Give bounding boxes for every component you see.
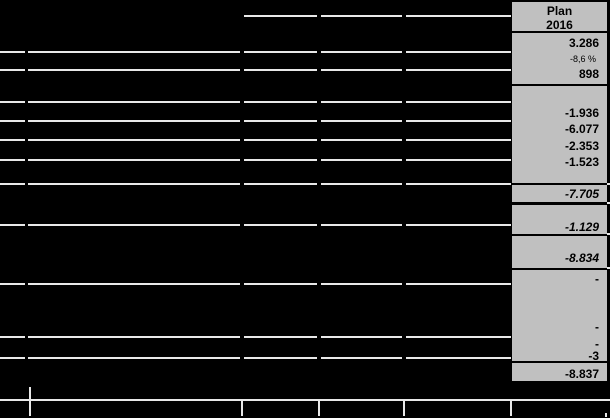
row-line-segment — [406, 183, 511, 185]
plan-value-cell: -1.129 — [564, 220, 599, 234]
plan-column-header: Plan 2016 — [512, 2, 607, 33]
row-line-segment — [321, 139, 402, 141]
grey-row-border — [512, 234, 607, 236]
grey-row-border — [512, 361, 607, 363]
row-line-segment — [321, 101, 402, 103]
row-line-segment — [406, 101, 511, 103]
row-line-segment — [28, 101, 240, 103]
grey-row-border — [512, 84, 607, 86]
plan-value-cell: -7.705 — [564, 187, 599, 201]
row-line-segment — [244, 120, 317, 122]
plan-value-cell: 3.286 — [568, 36, 599, 50]
axis-tick — [510, 401, 512, 416]
row-line-segment — [607, 202, 610, 204]
row-line-segment — [321, 15, 402, 17]
row-line-segment — [321, 51, 402, 53]
row-line-segment — [244, 183, 317, 185]
plan-2016-column: Plan 2016 3.286 -8,6 % 898 -1.936 -6.077… — [512, 2, 607, 383]
row-line-segment — [0, 69, 25, 71]
grey-row-border — [512, 202, 607, 205]
row-line-segment — [244, 283, 317, 285]
row-line-segment — [0, 120, 25, 122]
axis-tick — [403, 401, 405, 416]
row-line-segment — [406, 139, 511, 141]
row-line-segment — [406, 336, 511, 338]
row-line-segment — [244, 357, 317, 359]
row-line-segment — [607, 183, 610, 185]
row-line-segment — [406, 15, 511, 17]
grey-row-border — [512, 183, 607, 185]
row-line-segment — [0, 224, 25, 226]
row-line-segment — [28, 224, 240, 226]
row-line-segment — [28, 69, 240, 71]
row-line-segment — [321, 159, 402, 161]
row-line-segment — [244, 15, 317, 17]
row-line-segment — [0, 336, 25, 338]
row-line-segment — [0, 357, 25, 359]
row-line-segment — [406, 357, 511, 359]
row-line-segment — [0, 139, 25, 141]
row-line-segment — [607, 267, 610, 269]
plan-value-cell: - — [595, 272, 599, 286]
row-line-segment — [28, 159, 240, 161]
axis-tick — [318, 401, 320, 416]
row-line-segment — [0, 399, 610, 401]
axis-tick — [241, 401, 243, 416]
grey-row-border — [512, 268, 607, 270]
row-line-segment — [406, 224, 511, 226]
row-line-segment — [244, 51, 317, 53]
row-line-segment — [321, 224, 402, 226]
row-line-segment — [28, 120, 240, 122]
plan-value-cell: -1.936 — [564, 106, 599, 120]
row-line-segment — [244, 224, 317, 226]
row-line-segment — [28, 51, 240, 53]
row-line-segment — [321, 69, 402, 71]
row-line-segment — [406, 120, 511, 122]
row-line-segment — [0, 159, 25, 161]
row-line-segment — [0, 183, 25, 185]
plan-value-cell: -2.353 — [564, 139, 599, 153]
row-line-segment — [406, 159, 511, 161]
row-line-segment — [406, 283, 511, 285]
plan-value-cell: 898 — [578, 67, 599, 81]
plan-value-cell: -8.834 — [564, 251, 599, 265]
row-line-segment — [28, 139, 240, 141]
row-line-segment — [0, 101, 25, 103]
plan-value-cell: -8.837 — [564, 367, 599, 381]
row-line-segment — [406, 69, 511, 71]
row-line-segment — [0, 51, 25, 53]
plan-value-cell: - — [595, 337, 599, 351]
row-line-segment — [607, 233, 610, 235]
row-line-segment — [244, 159, 317, 161]
plan-value-cell: -8,6 % — [569, 54, 596, 64]
row-line-segment — [244, 139, 317, 141]
plan-header-line1: Plan — [546, 4, 573, 18]
plan-value-cell: - — [595, 320, 599, 334]
row-line-segment — [28, 283, 240, 285]
row-line-segment — [28, 183, 240, 185]
row-line-segment — [244, 69, 317, 71]
plan-header-line2: 2016 — [546, 18, 573, 32]
plan-value-cell: -6.077 — [564, 122, 599, 136]
axis-tick — [605, 413, 607, 417]
row-line-segment — [321, 357, 402, 359]
row-line-segment — [321, 283, 402, 285]
row-line-segment — [244, 336, 317, 338]
row-line-segment — [28, 336, 240, 338]
plan-value-cell: -3 — [588, 349, 599, 363]
row-line-segment — [28, 357, 240, 359]
row-line-segment — [321, 183, 402, 185]
row-line-segment — [0, 283, 25, 285]
plan-value-cell: -1.523 — [564, 155, 599, 169]
row-line-segment — [244, 101, 317, 103]
row-line-segment — [321, 336, 402, 338]
row-line-segment — [321, 120, 402, 122]
row-line-segment — [406, 51, 511, 53]
axis-tick — [29, 387, 31, 416]
